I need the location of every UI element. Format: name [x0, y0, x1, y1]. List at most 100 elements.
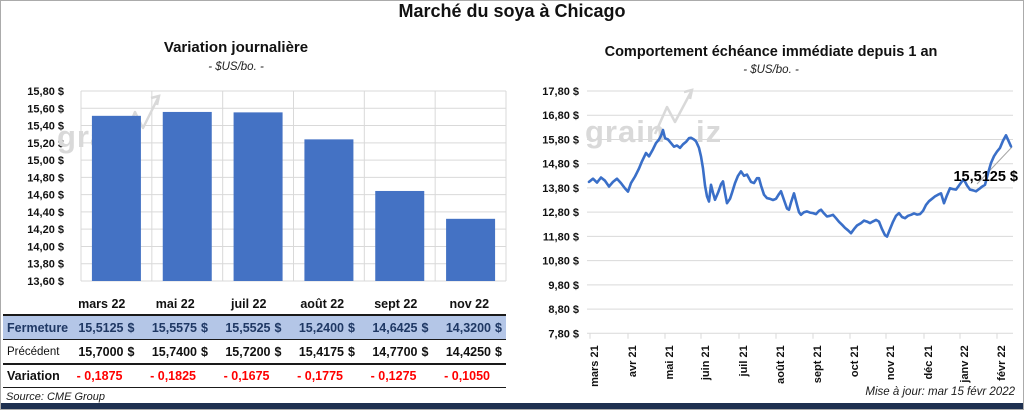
column-header-month: nov 22 [449, 296, 490, 311]
value-cell: - 0,1275 [359, 365, 433, 387]
value-cell: - 0,1875 [65, 365, 139, 387]
value-cell: 14,4250 $ [433, 340, 507, 363]
y-axis-tick-label: 11,80 $ [543, 231, 579, 243]
line-chart-plot: 17,80 $ 16,80 $ 15,80 $ 14,80 $ 13,80 $ 12,80… [542, 86, 1018, 387]
update-note: Mise à jour: mar 15 févr 2022 [865, 386, 1015, 398]
value-number: 15,7000 [78, 344, 124, 359]
x-axis-month-label: mars 21 [589, 345, 601, 387]
y-axis-tick-label: 12,80 $ [542, 207, 579, 219]
column-header-month: juil 22 [231, 296, 267, 311]
y-axis-tick-label: 15,80 $ [27, 86, 64, 98]
value-number: 14,4250 [445, 344, 491, 359]
value-cell: 14,7700 $ [359, 340, 433, 363]
bottom-accent-bar [1, 403, 1023, 409]
figure-title: Marché du soya à Chicago [398, 1, 626, 21]
value-number: - 0,1275 [370, 369, 417, 383]
column-header-month: août 22 [300, 296, 345, 311]
value-cell: 15,7000 $ [65, 340, 139, 363]
bar-sept 22 [375, 190, 425, 281]
y-axis-tick-label: 10,80 $ [542, 256, 579, 268]
value-cell: 15,2400 $ [286, 316, 360, 339]
y-axis-tick-label: 7,80 $ [548, 328, 579, 340]
row-label: Variation [7, 369, 60, 383]
value-cell: - 0,1825 [139, 365, 213, 387]
bar-août 22 [304, 139, 354, 281]
y-axis-tick-label: 14,60 $ [27, 190, 64, 202]
watermark-arrowhead-icon [150, 94, 161, 106]
y-axis-tick-label: 14,80 $ [542, 159, 579, 171]
bar-chart-gridlines [80, 90, 507, 282]
value-cell: 15,4175 $ [286, 340, 360, 363]
line-chart-title: Comportement échéance immédiate depuis 1… [604, 44, 938, 60]
value-cell: 15,7200 $ [212, 340, 286, 363]
y-axis-tick-label: 16,80 $ [542, 110, 579, 122]
price-line-series [587, 128, 1013, 238]
value-cell: 15,5125 $ [65, 316, 139, 339]
value-number: - 0,1775 [297, 369, 343, 383]
y-axis-tick-label: 15,80 $ [542, 134, 579, 146]
value-cell: 14,3200 $ [433, 316, 507, 339]
value-number: 15,7400 [151, 344, 197, 359]
x-axis-month-label: oct 21 [849, 345, 861, 377]
value-number: 14,7700 [372, 344, 418, 359]
bar-mai 22 [162, 111, 212, 282]
y-axis-tick-label: 15,40 $ [27, 121, 64, 133]
bar-chart-subtitle: - $US/bo. - [208, 61, 264, 73]
x-axis-month-label: juil 21 [738, 345, 750, 377]
row-label: Précédent [7, 345, 60, 358]
currency-symbol: $ [274, 320, 282, 335]
currency-symbol: $ [495, 320, 502, 335]
x-axis-month-label: nov 21 [885, 345, 897, 380]
x-axis-month-label: mai 21 [664, 345, 676, 379]
y-axis-tick-label: 15,60 $ [27, 103, 64, 115]
y-axis-tick-label: 15,20 $ [27, 138, 64, 150]
watermark-text-suffix: iz [696, 114, 722, 149]
bar-chart-title: Variation journalière [163, 39, 309, 56]
value-cell: - 0,1775 [286, 365, 360, 387]
last-price-annotation: 15,5125 $ [953, 169, 1018, 185]
bar-chart-plot: 15,80 $ 15,60 $ 15,40 $ 15,20 $ 15,00 $ 14,80… [27, 86, 507, 288]
value-number: 14,6425 [372, 320, 418, 335]
column-header-month: sept 22 [374, 296, 418, 311]
value-number: - 0,1825 [150, 369, 196, 383]
value-cell: 14,6425 $ [359, 316, 433, 339]
y-axis-tick-label: 17,80 $ [542, 86, 579, 98]
value-number: 15,2400 [298, 320, 344, 335]
y-axis-tick-label: 14,40 $ [27, 207, 64, 219]
bar-series [91, 111, 496, 282]
table-row-prev: Précédent 15,7000 $15,7400 $15,7200 $15,4175… [3, 340, 506, 365]
y-axis-tick-label: 13,80 $ [27, 259, 64, 271]
value-number: 14,3200 [445, 320, 491, 335]
currency-symbol: $ [127, 320, 135, 335]
price-table: mars 22 mai 22 juil 22 août 22 sept 22 nov 22… [3, 293, 506, 388]
value-number: 15,5525 [225, 320, 271, 335]
annotation-leader-line [976, 146, 1013, 185]
value-number: - 0,1875 [76, 369, 123, 383]
x-axis-month-label: avr 21 [627, 345, 639, 377]
currency-symbol: $ [127, 344, 135, 359]
value-cell: 15,7400 $ [139, 340, 213, 363]
x-axis-month-label: juin 21 [700, 345, 712, 381]
currency-symbol: $ [421, 344, 429, 359]
value-number: 15,5575 [151, 320, 197, 335]
y-axis-tick-label: 13,60 $ [27, 276, 64, 288]
value-cell: - 0,1675 [212, 365, 286, 387]
currency-symbol: $ [201, 320, 208, 335]
currency-symbol: $ [495, 344, 502, 359]
table-header-row: mars 22 mai 22 juil 22 août 22 sept 22 nov 22 [3, 293, 506, 314]
value-number: 15,5125 [78, 320, 124, 335]
column-header-month: mai 22 [155, 296, 195, 311]
value-number: - 0,1675 [223, 369, 270, 383]
value-cell: - 0,1050 [433, 365, 507, 387]
bar-mars 22 [91, 115, 141, 281]
x-axis-month-label: janv 22 [959, 345, 971, 383]
watermark-arrowhead-icon [683, 88, 694, 100]
bar-juil 22 [233, 112, 283, 281]
y-axis-tick-label: 14,00 $ [27, 241, 64, 253]
y-axis-tick-label: 8,80 $ [548, 304, 579, 316]
y-axis-tick-label: 9,80 $ [548, 280, 579, 292]
currency-symbol: $ [421, 320, 429, 335]
bar-nov 22 [446, 218, 496, 281]
